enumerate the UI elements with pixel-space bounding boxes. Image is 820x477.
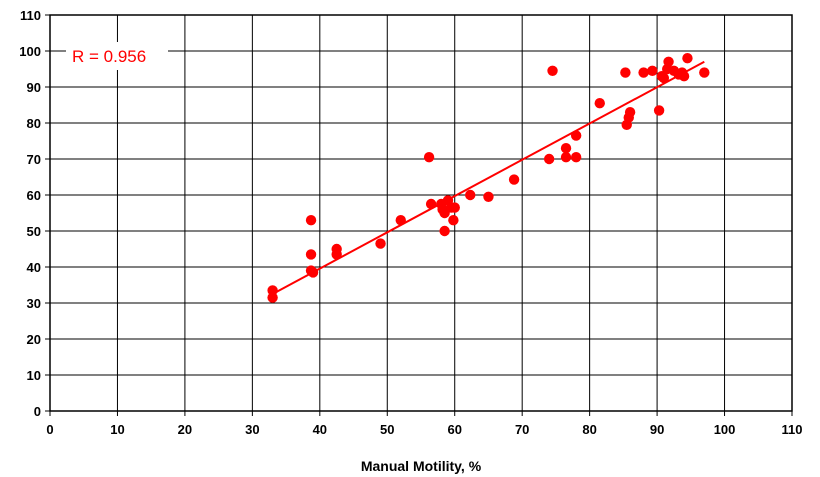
- x-tick-labels: 0 10 20 30 40 50 60 70 80 90 100 110: [46, 422, 802, 437]
- data-point: [682, 53, 693, 64]
- y-tick-label: 10: [27, 368, 41, 383]
- data-points: [267, 53, 710, 303]
- data-point: [439, 225, 450, 237]
- y-tick-label: 90: [27, 80, 41, 95]
- plot-border: [49, 14, 793, 412]
- data-point: [395, 215, 406, 226]
- data-point: [560, 152, 572, 163]
- data-point: [624, 107, 636, 118]
- data-point: [465, 189, 476, 201]
- y-tick-label: 20: [27, 332, 41, 347]
- x-axis-title: Manual Motility, %: [361, 458, 482, 474]
- annotation-background: [66, 42, 168, 70]
- data-point: [620, 67, 631, 78]
- data-point: [448, 215, 459, 226]
- y-tick-label: 30: [27, 296, 41, 311]
- y-tick-labels: 0 10 20 30 40 50 60 70 80 90 100 110: [19, 8, 41, 419]
- data-point: [423, 152, 435, 163]
- y-tick-label: 110: [20, 8, 41, 23]
- data-point: [305, 215, 317, 226]
- x-tick-label: 70: [515, 422, 529, 437]
- x-tick-label: 80: [582, 422, 596, 437]
- x-tick-label: 90: [650, 422, 664, 437]
- data-point: [375, 238, 386, 249]
- y-tick-label: 70: [27, 152, 41, 167]
- x-tick-label: 60: [447, 422, 461, 437]
- x-tick-label: 0: [46, 422, 53, 437]
- data-point: [594, 98, 605, 109]
- trendline: [272, 60, 705, 295]
- data-point: [267, 292, 278, 303]
- data-point: [305, 249, 317, 260]
- y-tick-label: 50: [27, 224, 41, 239]
- data-point: [543, 153, 555, 165]
- data-point: [331, 249, 342, 260]
- data-point: [663, 56, 674, 67]
- y-tick-label: 80: [27, 116, 41, 131]
- trendline-group: [272, 60, 705, 295]
- y-tick-label: 60: [27, 188, 41, 203]
- data-point: [508, 174, 520, 185]
- data-point: [267, 285, 278, 296]
- data-point: [653, 105, 665, 116]
- correlation-annotation: R = 0.956: [72, 47, 146, 66]
- data-point: [425, 198, 437, 210]
- y-tick-label: 0: [34, 404, 41, 419]
- data-point: [699, 67, 710, 78]
- data-point: [483, 191, 494, 202]
- y-tick-label: 100: [19, 44, 41, 59]
- x-tick-label: 20: [178, 422, 192, 437]
- data-point: [678, 71, 690, 82]
- data-point: [547, 65, 558, 77]
- data-point: [570, 152, 582, 163]
- data-point: [658, 72, 670, 84]
- data-point: [647, 65, 658, 77]
- grid: [45, 14, 793, 416]
- x-tick-label: 30: [245, 422, 259, 437]
- x-tick-label: 40: [313, 422, 327, 437]
- x-tick-label: 100: [714, 422, 736, 437]
- x-tick-label: 10: [110, 422, 124, 437]
- data-point: [560, 143, 572, 154]
- x-tick-label: 50: [380, 422, 394, 437]
- data-point: [307, 267, 319, 278]
- data-point: [638, 67, 649, 78]
- y-tick-label: 40: [27, 260, 41, 275]
- data-point: [449, 202, 460, 213]
- data-point: [570, 130, 582, 141]
- x-tick-label: 110: [782, 422, 803, 437]
